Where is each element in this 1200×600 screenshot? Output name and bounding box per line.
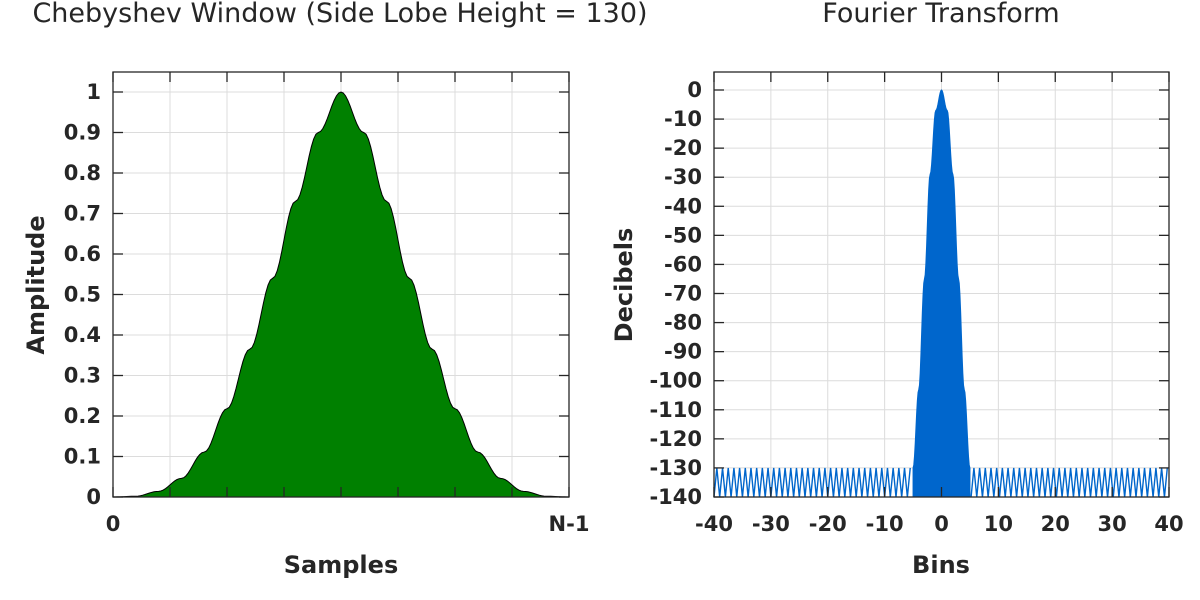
right-y-tick-label: -110 — [649, 398, 702, 422]
main-lobe — [912, 89, 971, 498]
left-x-tick-label: 0 — [106, 512, 121, 536]
right-y-tick-label: -80 — [664, 311, 702, 335]
right-x-tick-label: -10 — [866, 512, 904, 536]
right-y-tick-label: -70 — [664, 282, 702, 306]
left-y-tick-label: 0.3 — [64, 364, 101, 388]
right-y-tick-label: -30 — [664, 165, 702, 189]
side-lobes-left — [713, 467, 911, 498]
right-y-tick-label: -100 — [649, 369, 702, 393]
left-y-tick-label: 0.1 — [64, 445, 101, 469]
left-y-axis-label: Amplitude — [22, 215, 50, 354]
right-y-tick-label: -60 — [664, 252, 702, 276]
right-y-tick-label: 0 — [687, 78, 702, 102]
right-x-tick-label: -20 — [809, 512, 847, 536]
left-chart-title: Chebyshev Window (Side Lobe Height = 130… — [32, 0, 647, 29]
right-x-tick-label: 40 — [1154, 512, 1183, 536]
left-y-tick-label: 0 — [86, 485, 101, 509]
left-y-tick-label: 0.4 — [64, 323, 101, 347]
left-x-tick-label: N-1 — [549, 512, 590, 536]
right-x-tick-label: 10 — [984, 512, 1013, 536]
left-y-tick-label: 1 — [86, 80, 101, 104]
right-y-tick-label: -40 — [664, 194, 702, 218]
side-lobes-right — [970, 467, 1168, 498]
right-y-tick-label: -10 — [664, 107, 702, 131]
right-x-tick-label: -30 — [752, 512, 790, 536]
spectrum-plot — [713, 89, 1168, 498]
right-y-tick-label: -50 — [664, 223, 702, 247]
window-area — [112, 91, 570, 498]
left-y-tick-label: 0.9 — [64, 121, 101, 145]
left-y-tick-label: 0.6 — [64, 242, 101, 266]
left-y-tick-label: 0.5 — [64, 283, 101, 307]
right-y-tick-label: -140 — [649, 485, 702, 509]
right-chart-ticks: 0-10-20-30-40-50-60-70-80-90-100-110-120… — [649, 72, 1184, 536]
right-y-axis-label: Decibels — [610, 228, 638, 343]
left-x-axis-label: Samples — [284, 551, 398, 579]
right-x-tick-label: 30 — [1098, 512, 1127, 536]
right-y-tick-label: -20 — [664, 136, 702, 160]
right-y-tick-label: -90 — [664, 340, 702, 364]
left-y-tick-label: 0.2 — [64, 404, 101, 428]
right-x-tick-label: -40 — [695, 512, 733, 536]
left-y-tick-label: 0.7 — [64, 202, 101, 226]
left-chart-ticks: 0 0.1 0.2 0.3 0.4 0.5 0.6 0.7 0.8 0.9 1 0 N-1 — [64, 72, 590, 536]
right-chart-title: Fourier Transform — [822, 0, 1059, 29]
left-y-tick-label: 0.8 — [64, 161, 101, 185]
right-x-tick-label: 0 — [934, 512, 949, 536]
right-y-tick-label: -130 — [649, 456, 702, 480]
right-y-tick-label: -120 — [649, 427, 702, 451]
right-x-tick-label: 20 — [1041, 512, 1070, 536]
right-x-axis-label: Bins — [912, 551, 970, 579]
